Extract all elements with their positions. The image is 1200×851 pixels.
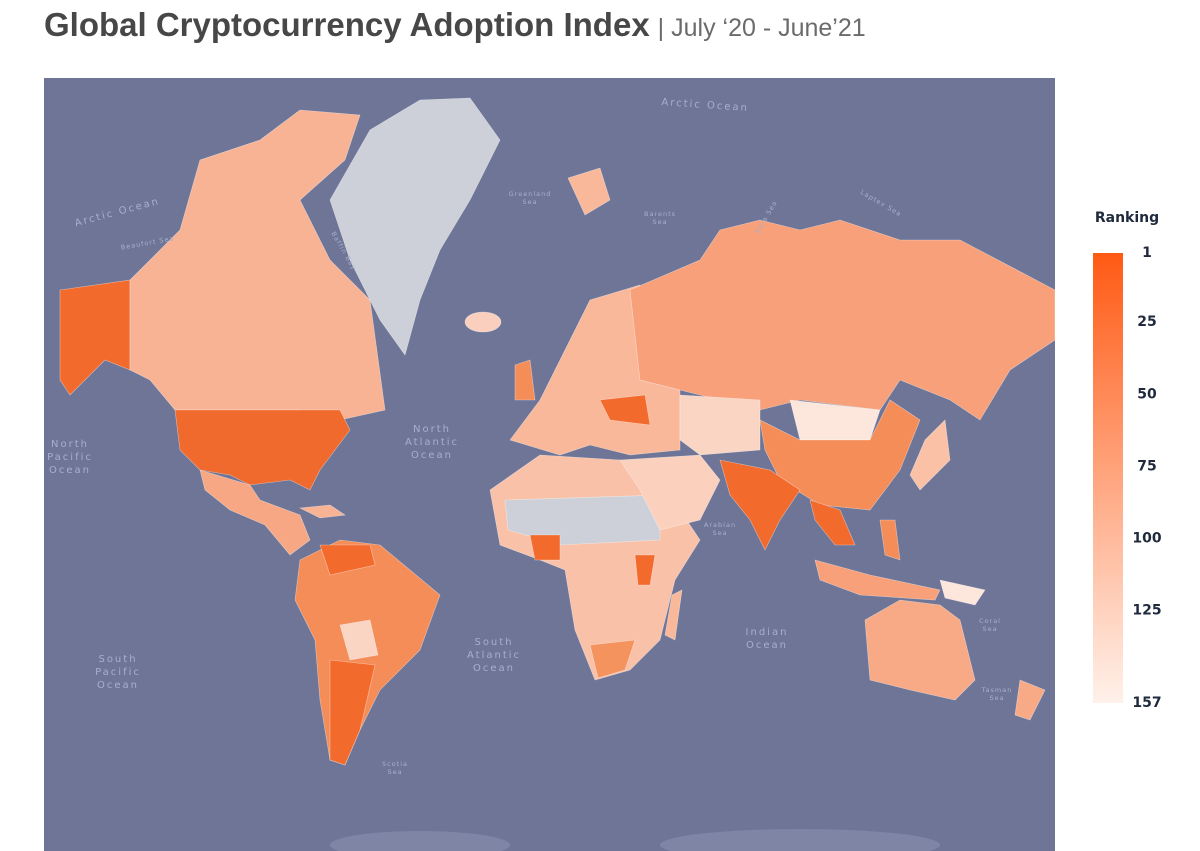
middle-east (619, 454, 721, 531)
map-label-line: Atlantic (467, 650, 521, 661)
map-label: Coral Sea (979, 617, 1001, 633)
map-label-line: Arabian (704, 521, 736, 529)
map-label-line: Sea (652, 218, 667, 226)
philippines (879, 519, 901, 561)
india (719, 459, 801, 551)
map-label: Arabian Sea (704, 521, 736, 537)
legend-tick-label: 1 (1142, 245, 1152, 261)
japan (909, 419, 951, 491)
caribbean (298, 504, 346, 519)
map-label-line: Ocean (473, 663, 515, 674)
map-label: South Atlantic Ocean (467, 637, 521, 674)
legend-tick-label: 125 (1132, 603, 1161, 619)
map-label-line: Ocean (97, 680, 139, 691)
ukraine (599, 394, 651, 426)
map-label-line: Greenland (509, 190, 552, 198)
australia (864, 599, 976, 701)
canada (129, 109, 386, 421)
legend-tick-label: 50 (1137, 386, 1157, 402)
legend-tick-label: 75 (1137, 458, 1156, 474)
indonesia (814, 559, 941, 601)
map-label-line: Sea (982, 625, 997, 633)
map-label: Indian Ocean (746, 627, 789, 651)
legend-tick-label: 25 (1137, 314, 1156, 330)
landmass (59, 97, 1056, 851)
uk (514, 359, 536, 401)
new-zealand (1014, 679, 1046, 721)
south-africa (589, 639, 636, 679)
antarctica (660, 829, 940, 851)
map-label: North Atlantic Ocean (405, 424, 459, 461)
map-label-line: Ocean (746, 640, 788, 651)
map-label-line: North (413, 424, 451, 435)
antarctica (330, 831, 510, 851)
vietnam (809, 499, 856, 546)
map-label-line: Sea (712, 529, 727, 537)
papua-new-guinea (939, 579, 986, 606)
iceland (464, 311, 502, 333)
central-asia (679, 394, 761, 456)
map-label-line: South (98, 654, 137, 665)
map-label-line: Ocean (411, 450, 453, 461)
map-label-line: South (474, 637, 513, 648)
map-label: Barents Sea (644, 210, 676, 226)
map-label-line: Sea (387, 768, 402, 776)
map-label: North Pacific Ocean (47, 439, 93, 476)
argentina (329, 659, 376, 766)
legend-title: Ranking (1095, 210, 1159, 226)
map-label-line: Coral (979, 617, 1001, 625)
map-label: Tasman Sea (981, 686, 1013, 702)
legend-tick-label: 157 (1132, 695, 1161, 711)
legend-colorbar (1093, 253, 1123, 703)
map-label-line: Sea (989, 694, 1004, 702)
central-america (199, 469, 311, 556)
svalbard (567, 167, 611, 216)
map-label: South Pacific Ocean (95, 654, 141, 691)
map-label-line: Indian (746, 627, 789, 638)
map-label-line: Sea (522, 198, 537, 206)
subtitle: | July ‘20 - June’21 (657, 14, 866, 42)
russia (629, 219, 1056, 421)
china (759, 399, 921, 511)
venezuela (319, 544, 376, 576)
nigeria (529, 534, 561, 561)
map-label-line: Pacific (95, 667, 141, 678)
title-text: Global Cryptocurrency Adoption Index (44, 6, 650, 43)
madagascar (664, 589, 683, 641)
map-label: Scotia Sea (382, 760, 408, 776)
kenya (634, 554, 656, 586)
map-label-line: North (51, 439, 89, 450)
title: Global Cryptocurrency Adoption Index | Ju… (44, 6, 866, 44)
legend-tick-label: 100 (1132, 531, 1161, 547)
map-label: Greenland Sea (509, 190, 552, 206)
map-label-line: Tasman (981, 686, 1013, 694)
map-label-line: Scotia (382, 760, 408, 768)
map-label-line: Barents (644, 210, 676, 218)
usa (174, 409, 351, 491)
bolivia (339, 619, 379, 661)
sahel (504, 494, 661, 546)
map-label-line: Ocean (49, 465, 91, 476)
greenland (329, 97, 501, 356)
map-label-line: Pacific (47, 452, 93, 463)
map-label-line: Atlantic (405, 437, 459, 448)
